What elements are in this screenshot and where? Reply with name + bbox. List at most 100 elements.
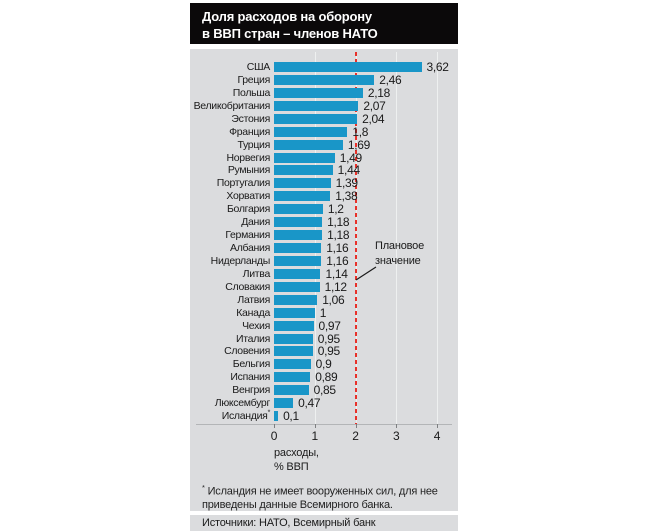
bar	[274, 217, 323, 228]
chart-row: Польша 2,18	[190, 85, 458, 100]
chart-row: Нидерланды 1,16	[190, 253, 458, 268]
country-label: Эстония	[231, 112, 270, 125]
country-label: Греция	[237, 73, 270, 86]
bar	[274, 178, 331, 189]
chart-row: США 3,62	[190, 60, 458, 74]
footnote: * Исландия не имеет вооруженных сил, для…	[202, 481, 450, 513]
footnote-line1: * Исландия не имеет вооруженных сил, для…	[202, 483, 438, 498]
country-label: Польша	[232, 86, 271, 99]
bar	[274, 74, 375, 85]
bar	[274, 152, 335, 163]
bar	[274, 62, 422, 72]
bar	[274, 372, 311, 383]
bar	[274, 204, 323, 215]
chart-row: Латвия 1,06	[190, 292, 458, 307]
chart-row: Франция 1,8	[190, 124, 458, 139]
chart-row: Норвегия 1,49	[190, 150, 458, 165]
x-axis-tick-label: 3	[393, 429, 400, 443]
country-label: Венгрия	[232, 384, 270, 397]
bar	[274, 113, 358, 124]
country-label: США	[246, 61, 271, 73]
chart-row: Греция 2,46	[190, 72, 458, 87]
bar	[274, 333, 313, 344]
country-label: Литва	[242, 267, 271, 280]
bar	[274, 411, 279, 422]
value-label: 1,39	[335, 176, 358, 191]
value-label: 0,95	[317, 344, 340, 359]
value-label: 2,46	[379, 72, 402, 87]
chart-row: Румыния 1,44	[190, 163, 458, 178]
x-axis-tick-label: 0	[270, 429, 278, 443]
x-axis-caption-line1: расходы,	[274, 447, 319, 459]
chart-row: Эстония 2,04	[190, 111, 458, 126]
value-label: 1,18	[327, 228, 350, 243]
value-label: 3,62	[426, 60, 449, 74]
country-label: Германия	[225, 229, 270, 242]
bar	[274, 165, 333, 176]
country-label: Словения	[224, 345, 270, 358]
value-label: 1,16	[326, 241, 349, 256]
country-footnote-marker: *	[267, 409, 271, 417]
value-label: 1,44	[337, 163, 360, 178]
chart-row: Люксембург 0,47	[190, 397, 458, 410]
country-label: Хорватия	[226, 190, 270, 203]
bar	[274, 243, 322, 254]
country-label: Чехия	[242, 319, 270, 332]
value-label: 0,95	[317, 331, 340, 346]
chart-row: Италия 0,95	[190, 331, 458, 346]
x-axis-caption: расходы, % ВВП	[274, 446, 319, 474]
reference-annotation-line1: Плановое	[375, 240, 424, 252]
chart-row: Бельгия 0,9	[190, 358, 458, 371]
chart-title: Доля расходов на оборону в ВВП стран – ч…	[190, 3, 458, 44]
country-label: Канада	[236, 306, 270, 319]
country-label: Румыния	[227, 164, 270, 177]
country-label: Бельгия	[232, 358, 271, 371]
bar	[274, 255, 322, 266]
x-axis-tickmark	[396, 424, 398, 428]
value-label: 0,97	[318, 318, 341, 333]
x-axis-caption-line2: % ВВП	[274, 461, 309, 473]
chart-row: Литва 1,14	[190, 267, 458, 280]
chart-row: Германия 1,18	[190, 228, 458, 243]
annotation-pointer-line	[355, 266, 377, 281]
x-axis-line	[196, 424, 452, 425]
value-label: 2,18	[367, 85, 390, 100]
value-label: 0,85	[313, 383, 336, 398]
x-axis-tickmark	[274, 424, 275, 428]
country-label: Исландия*	[221, 409, 271, 423]
value-label: 1,12	[324, 279, 347, 294]
country-label: Латвия	[237, 293, 270, 306]
bar	[274, 191, 331, 202]
x-axis-tick-label: 1	[311, 429, 319, 443]
value-label: 1,49	[339, 150, 362, 165]
bar	[274, 268, 321, 279]
reference-line	[354, 52, 357, 424]
value-label: 1,16	[326, 253, 349, 268]
bar	[274, 294, 318, 305]
source-text: Источники: НАТО, Всемирный банк	[202, 517, 376, 529]
country-label: Словакия	[225, 280, 270, 293]
x-axis-tickmark	[355, 424, 357, 428]
bar	[274, 139, 343, 150]
value-label: 1,06	[322, 292, 345, 307]
country-label: Албания	[230, 242, 270, 255]
value-label: 1,8	[352, 124, 369, 139]
value-label: 1	[319, 305, 327, 320]
country-label: Португалия	[216, 177, 271, 190]
x-axis-tick-label: 2	[352, 429, 359, 443]
reference-annotation-line2: значение	[375, 255, 421, 267]
value-label: 2,04	[362, 111, 385, 126]
chart-row: Великобритания 2,07	[190, 100, 458, 112]
chart-panel: США 3,62 Греция 2,46 Польша 2,18 Великобритани…	[190, 49, 458, 511]
value-label: 0,1	[283, 409, 299, 424]
bar	[274, 398, 294, 409]
chart-title-line1: Доля расходов на оборону	[202, 9, 372, 24]
chart-row: Испания 0,89	[190, 371, 458, 383]
country-label: Дания	[241, 216, 270, 229]
bar	[274, 320, 314, 331]
country-label: Норвегия	[226, 151, 270, 164]
chart-row: Турция 1,69	[190, 137, 458, 152]
country-label: Люксембург	[214, 397, 271, 410]
reference-annotation: Плановое значение	[375, 239, 424, 269]
value-label: 1,69	[347, 137, 371, 152]
